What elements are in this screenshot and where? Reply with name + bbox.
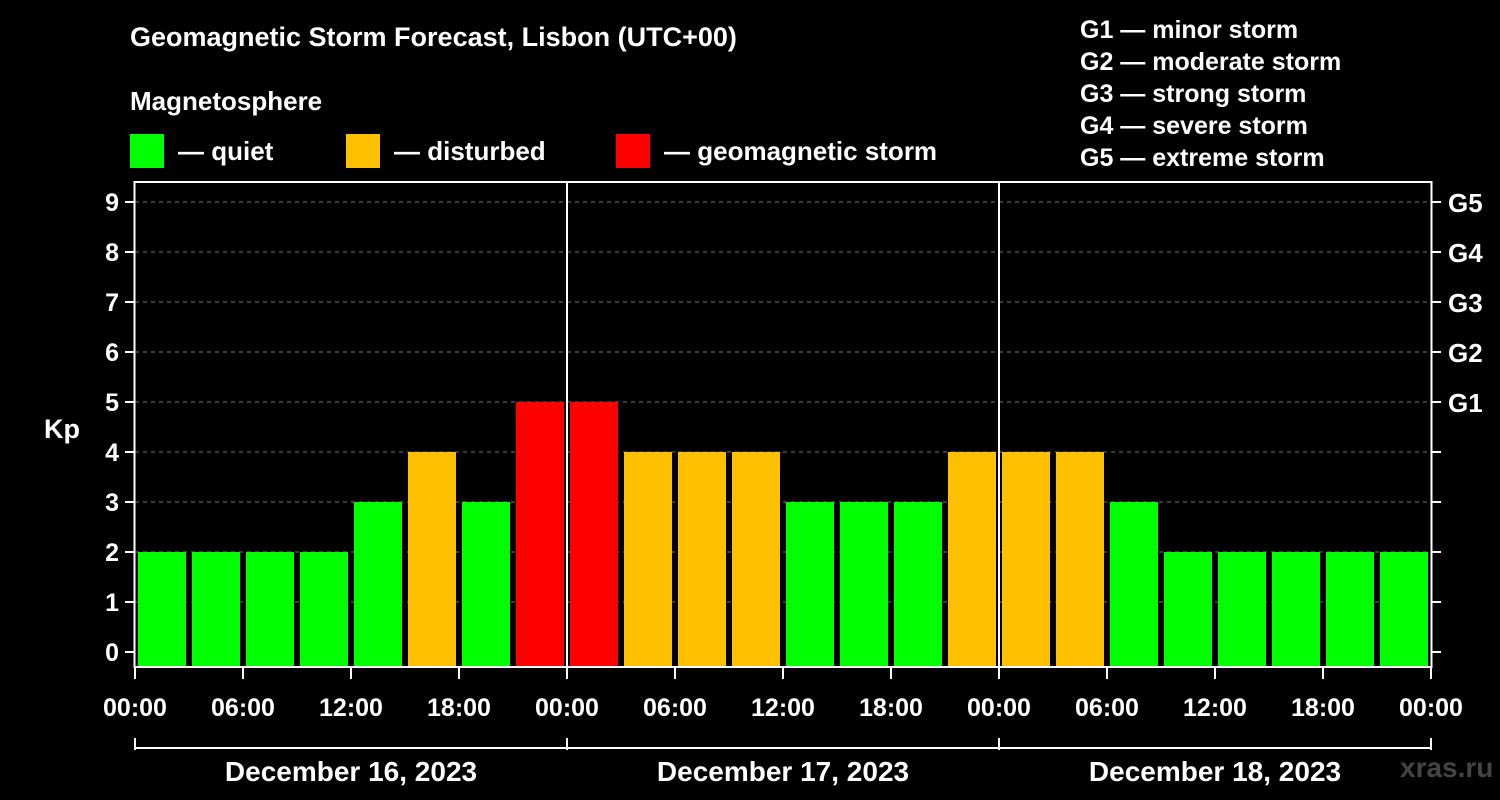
bar-21 xyxy=(1272,552,1320,667)
bar-2 xyxy=(246,552,294,667)
bar-10 xyxy=(678,452,726,667)
ytick-label-3: 3 xyxy=(105,489,119,517)
xtick-label-5: 06:00 xyxy=(643,694,707,722)
bar-8 xyxy=(570,402,618,667)
ytick-label-9: 9 xyxy=(105,189,119,217)
legend-label-disturbed: — disturbed xyxy=(394,135,546,166)
axes: 0 1 2 3 4 5 6 7 8 9 Kp G1 G2 G3 G4 G5 00:00 06:00 12:00 18:… xyxy=(44,188,1483,787)
legend-swatch-disturbed xyxy=(346,134,380,168)
bar-7 xyxy=(516,402,564,667)
xtick-label-9: 06:00 xyxy=(1075,694,1139,722)
day-label-2: December 18, 2023 xyxy=(1089,756,1341,787)
g-scale-legend: G1 — minor storm G2 — moderate storm G3 … xyxy=(1080,14,1341,174)
ylabel: Kp xyxy=(44,414,80,444)
bar-16 xyxy=(1002,452,1050,667)
legend-storm: — geomagnetic storm xyxy=(616,134,937,168)
xtick-label-3: 18:00 xyxy=(427,694,491,722)
bar-5 xyxy=(408,452,456,667)
g-legend-item-g4: G4 — severe storm xyxy=(1080,112,1308,140)
legend-quiet: — quiet xyxy=(130,134,273,168)
xtick-label-11: 18:00 xyxy=(1291,694,1355,722)
legend-swatch-storm xyxy=(616,134,650,168)
chart-subtitle: Magnetosphere xyxy=(130,86,323,116)
ytick-label-4: 4 xyxy=(105,439,119,467)
watermark: xras.ru xyxy=(1400,752,1494,783)
legend-label-storm: — geomagnetic storm xyxy=(664,135,938,166)
ytick-label-8: 8 xyxy=(105,239,119,267)
g-label-g2: G2 xyxy=(1448,338,1483,368)
ytick-label-2: 2 xyxy=(105,539,119,567)
bar-6 xyxy=(462,502,510,667)
g-label-g3: G3 xyxy=(1448,288,1483,318)
xtick-label-2: 12:00 xyxy=(319,694,383,722)
bar-4 xyxy=(354,502,402,667)
day-label-0: December 16, 2023 xyxy=(225,756,477,787)
xtick-label-12: 00:00 xyxy=(1399,694,1463,722)
xtick-label-6: 12:00 xyxy=(751,694,815,722)
g-label-g1: G1 xyxy=(1448,388,1483,418)
legend-swatch-quiet xyxy=(130,134,164,168)
bar-23 xyxy=(1380,552,1428,667)
g-label-g5: G5 xyxy=(1448,188,1483,218)
legend-disturbed: — disturbed xyxy=(346,134,546,168)
bars xyxy=(138,402,1428,667)
ytick-label-5: 5 xyxy=(105,389,119,417)
g-legend-item-g3: G3 — strong storm xyxy=(1080,80,1307,108)
bar-12 xyxy=(786,502,834,667)
xtick-label-10: 12:00 xyxy=(1183,694,1247,722)
bar-19 xyxy=(1164,552,1212,667)
g-legend-item-g1: G1 — minor storm xyxy=(1080,16,1299,44)
bar-3 xyxy=(300,552,348,667)
ytick-label-7: 7 xyxy=(105,289,119,317)
chart-title: Geomagnetic Storm Forecast, Lisbon (UTC+… xyxy=(130,22,737,52)
xtick-label-0: 00:00 xyxy=(103,694,167,722)
xtick-label-1: 06:00 xyxy=(211,694,275,722)
legend-label-quiet: — quiet xyxy=(178,135,274,166)
bar-18 xyxy=(1110,502,1158,667)
bar-22 xyxy=(1326,552,1374,667)
bar-20 xyxy=(1218,552,1266,667)
bar-1 xyxy=(192,552,240,667)
bar-0 xyxy=(138,552,186,667)
ytick-label-6: 6 xyxy=(105,339,119,367)
ytick-label-1: 1 xyxy=(105,589,119,617)
bar-13 xyxy=(840,502,888,667)
grid-lines xyxy=(135,201,1431,603)
bar-11 xyxy=(732,452,780,667)
g-legend-item-g2: G2 — moderate storm xyxy=(1080,48,1342,76)
bar-17 xyxy=(1056,452,1104,667)
day-label-1: December 17, 2023 xyxy=(657,756,909,787)
ytick-label-0: 0 xyxy=(105,639,119,667)
xtick-label-7: 18:00 xyxy=(859,694,923,722)
bar-14 xyxy=(894,502,942,667)
g-label-g4: G4 xyxy=(1448,238,1483,268)
bar-9 xyxy=(624,452,672,667)
g-legend-item-g5: G5 — extreme storm xyxy=(1080,144,1325,172)
xtick-label-8: 00:00 xyxy=(967,694,1031,722)
xtick-label-4: 00:00 xyxy=(535,694,599,722)
bar-15 xyxy=(948,452,996,667)
